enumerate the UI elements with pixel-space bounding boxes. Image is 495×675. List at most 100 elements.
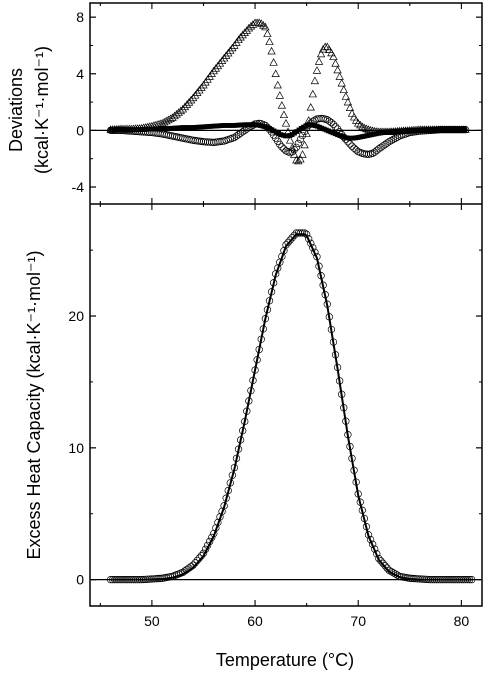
y-tick-label: 4 xyxy=(76,66,84,82)
y-tick-label: -4 xyxy=(72,179,85,195)
triangle-point xyxy=(205,72,214,80)
circle-point xyxy=(232,132,241,140)
triangle-point xyxy=(199,80,208,89)
circle-point xyxy=(294,139,303,148)
triangle-point xyxy=(308,89,318,98)
triangle-point xyxy=(281,118,291,127)
circle-point xyxy=(331,123,340,131)
data-point xyxy=(381,562,389,570)
triangle-point xyxy=(184,98,194,106)
triangle-point xyxy=(158,118,167,127)
y-tick-label: 8 xyxy=(76,9,84,25)
triangle-point xyxy=(232,38,241,46)
triangle-point xyxy=(224,48,233,57)
data-point xyxy=(294,229,303,237)
triangle-point xyxy=(160,117,169,126)
triangle-point xyxy=(329,52,338,61)
triangle-point xyxy=(341,92,351,100)
circle-point xyxy=(383,139,391,147)
bottom-y-ticks: 0 10 20 xyxy=(68,249,482,588)
triangle-point xyxy=(226,46,235,54)
triangle-point xyxy=(166,114,175,123)
circle-point xyxy=(315,115,323,123)
circle-point xyxy=(323,116,331,124)
circle-point xyxy=(197,137,206,146)
x-tick-label: 50 xyxy=(144,613,160,629)
triangle-point xyxy=(271,69,280,78)
triangle-point xyxy=(327,48,336,57)
data-point xyxy=(290,231,298,240)
triangle-point xyxy=(285,135,295,144)
triangle-point xyxy=(298,150,307,158)
triangle-point xyxy=(360,123,369,132)
circle-point xyxy=(346,140,354,148)
circle-point xyxy=(201,138,210,146)
triangle-point xyxy=(314,57,324,65)
triangle-point xyxy=(219,53,229,62)
triangle-point xyxy=(333,65,342,74)
triangle-point xyxy=(211,64,221,72)
data-point xyxy=(286,236,294,244)
triangle-point xyxy=(275,91,285,99)
circle-point xyxy=(348,142,356,150)
circle-point xyxy=(329,120,338,129)
triangle-point xyxy=(277,101,287,109)
triangle-point xyxy=(240,28,249,36)
x-axis-title: Temperature (°C) xyxy=(216,650,354,670)
triangle-point xyxy=(343,97,353,106)
triangle-point xyxy=(316,49,326,58)
data-point xyxy=(288,234,296,242)
circle-point xyxy=(236,129,245,137)
triangle-point xyxy=(197,83,206,91)
data-point xyxy=(300,229,309,237)
triangle-point xyxy=(188,93,198,102)
circle-point xyxy=(234,130,243,139)
circle-point xyxy=(350,144,358,152)
fit-line xyxy=(110,233,472,581)
triangle-point xyxy=(296,154,305,163)
triangle-point xyxy=(310,76,320,85)
triangle-point xyxy=(176,106,185,115)
x-tick-label: 60 xyxy=(247,613,263,629)
circle-point xyxy=(375,145,383,153)
filled-square-point xyxy=(462,127,468,133)
circle-point xyxy=(203,138,212,146)
circle-point xyxy=(371,148,379,156)
triangle-point xyxy=(203,75,212,83)
triangle-point xyxy=(312,66,322,74)
y-tick-label: 10 xyxy=(68,440,84,456)
triangle-point xyxy=(354,118,363,127)
deviations-series xyxy=(106,18,470,165)
triangle-point xyxy=(164,115,173,124)
circle-point xyxy=(280,145,288,153)
triangle-point xyxy=(263,29,272,37)
y-tick-label: 0 xyxy=(76,122,84,138)
triangle-point xyxy=(242,26,251,34)
circle-point xyxy=(208,138,216,146)
triangle-point xyxy=(213,61,223,70)
circle-point xyxy=(195,137,203,145)
circle-point xyxy=(230,133,239,142)
heat-capacity-series xyxy=(106,229,476,584)
triangle-point xyxy=(290,150,299,158)
circle-point xyxy=(389,135,397,144)
triangle-point xyxy=(358,122,367,130)
circle-point xyxy=(206,138,214,146)
triangle-point xyxy=(191,90,200,99)
circle-point xyxy=(379,142,387,150)
triangle-point xyxy=(236,32,245,41)
circle-point xyxy=(369,149,377,157)
triangle-point xyxy=(186,95,196,104)
circle-point xyxy=(199,138,208,146)
bottom-y-axis-title: Excess Heat Capacity (kcal·K⁻¹·mol⁻¹) xyxy=(24,250,44,559)
triangle-point xyxy=(248,20,258,28)
top-y-axis-title: Deviations xyxy=(6,68,26,152)
triangle-point xyxy=(265,37,274,45)
data-point xyxy=(385,566,393,575)
triangle-point xyxy=(257,19,266,27)
triangle-point xyxy=(234,35,243,44)
triangle-point xyxy=(259,21,268,29)
triangle-point xyxy=(193,88,202,96)
y-tick-label: 20 xyxy=(68,308,84,324)
triangle-point xyxy=(244,23,254,32)
